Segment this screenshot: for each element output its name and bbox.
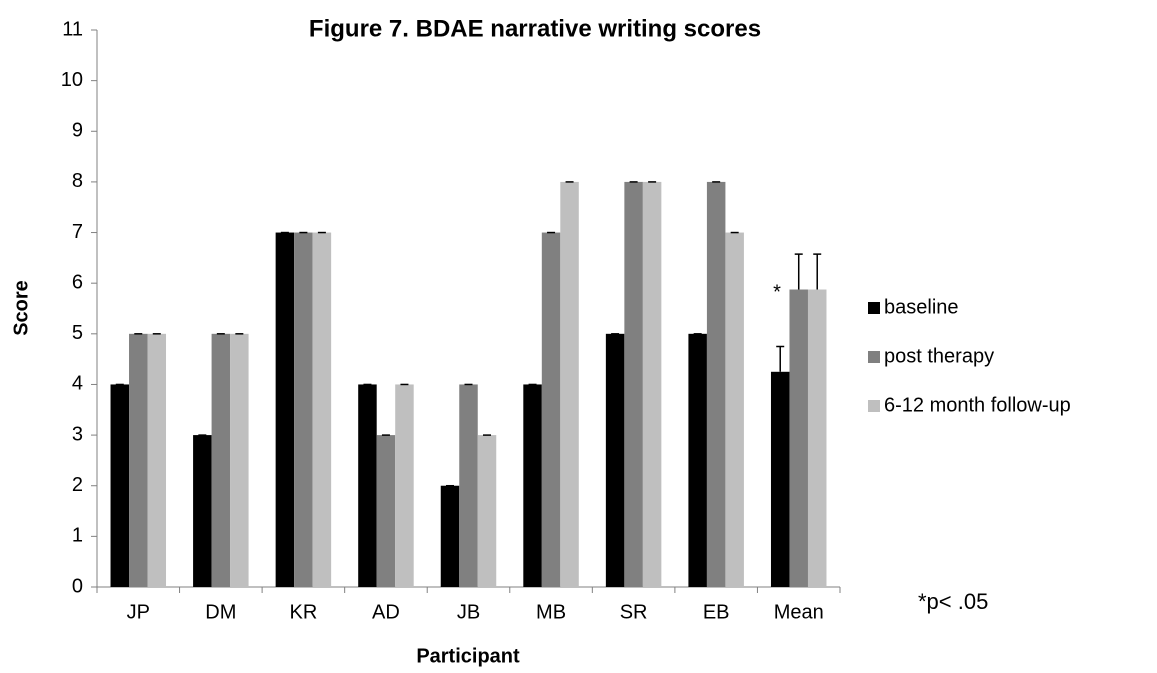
bar <box>688 333 707 587</box>
bar <box>706 181 726 587</box>
bar <box>147 333 167 587</box>
bar <box>193 435 212 587</box>
x-tick-label: SR <box>620 601 648 623</box>
y-tick-label: 3 <box>72 423 83 445</box>
bar <box>770 371 790 587</box>
bar <box>395 384 414 587</box>
significance-marker: * <box>773 281 781 303</box>
bar <box>312 232 332 587</box>
x-tick-label: EB <box>703 601 730 623</box>
bar <box>230 333 249 587</box>
y-tick-label: 7 <box>72 221 83 243</box>
legend-swatch <box>868 400 880 412</box>
error-bar <box>813 253 822 290</box>
footnote: *p< .05 <box>918 589 988 614</box>
y-tick-label: 4 <box>72 373 83 395</box>
bar <box>605 333 625 587</box>
bar <box>642 181 662 587</box>
legend-label: post therapy <box>884 345 994 367</box>
y-tick-label: 9 <box>72 120 83 142</box>
bar <box>376 435 396 587</box>
bar <box>560 181 579 587</box>
bar <box>110 384 130 587</box>
bar <box>211 333 231 587</box>
error-bar <box>794 253 803 290</box>
bar <box>725 232 744 587</box>
bar <box>541 232 561 587</box>
y-axis-label: Score <box>10 280 32 336</box>
bar <box>477 435 497 587</box>
bar <box>807 289 827 587</box>
x-tick-label: JP <box>127 601 150 623</box>
x-tick-label: KR <box>289 601 317 623</box>
x-tick-label: Mean <box>774 601 824 623</box>
y-tick-label: 8 <box>72 170 83 192</box>
y-tick-label: 0 <box>72 575 83 597</box>
y-tick-label: 1 <box>72 525 83 547</box>
bar <box>523 384 542 587</box>
y-tick-label: 2 <box>72 474 83 496</box>
y-tick-label: 10 <box>61 69 83 91</box>
legend-label: 6-12 month follow-up <box>884 394 1071 416</box>
x-tick-label: MB <box>536 601 566 623</box>
legend-swatch <box>868 351 880 363</box>
legend-swatch <box>868 302 880 314</box>
x-tick-label: DM <box>205 601 236 623</box>
bar <box>294 232 313 587</box>
x-tick-label: JB <box>457 601 480 623</box>
bar <box>440 485 460 587</box>
bar <box>459 384 478 587</box>
bar <box>129 333 148 587</box>
x-axis-label: Participant <box>416 645 520 667</box>
y-tick-label: 11 <box>62 18 83 40</box>
legend-label: baseline <box>884 296 959 318</box>
x-tick-label: AD <box>372 601 400 623</box>
bar <box>789 289 808 587</box>
bar <box>624 181 643 587</box>
error-bar <box>776 345 785 372</box>
bar <box>358 384 377 587</box>
y-tick-label: 5 <box>72 322 83 344</box>
bar <box>275 232 295 587</box>
chart-title: Figure 7. BDAE narrative writing scores <box>309 15 761 42</box>
y-tick-label: 6 <box>72 271 83 293</box>
